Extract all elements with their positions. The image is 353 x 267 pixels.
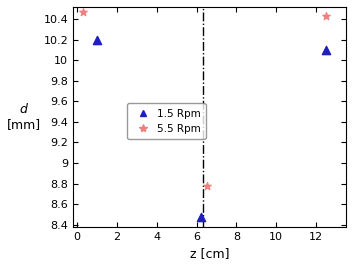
Point — [198, 215, 203, 219]
Y-axis label: $d$
[mm]: $d$ [mm] — [7, 102, 41, 131]
Point — [80, 10, 86, 14]
Point — [323, 48, 329, 52]
Legend: 1.5 Rpm, 5.5 Rpm: 1.5 Rpm, 5.5 Rpm — [127, 103, 205, 139]
X-axis label: z [cm]: z [cm] — [190, 247, 229, 260]
Point — [94, 38, 100, 42]
Point — [204, 183, 209, 188]
Point — [323, 14, 329, 18]
